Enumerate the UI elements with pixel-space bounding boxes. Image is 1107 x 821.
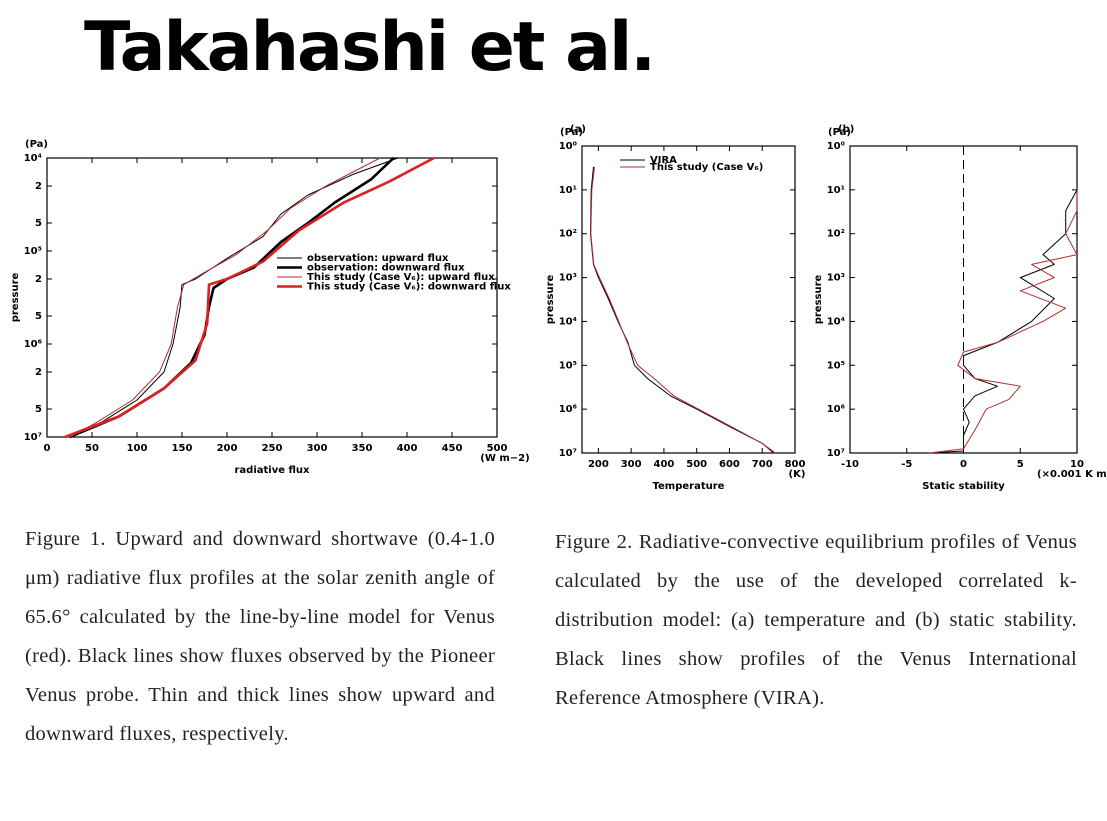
y-tick-label: 5 — [35, 218, 42, 229]
plot-frame — [581, 145, 796, 454]
x-axis-label: Static stability — [922, 481, 1005, 492]
y-tick-label: 10⁰ — [827, 141, 845, 152]
x-unit: (K) — [789, 469, 806, 480]
data-line — [590, 166, 775, 454]
y-unit: (Pa) — [560, 127, 583, 138]
x-tick-label: 200 — [217, 443, 238, 454]
y-unit: (Pa) — [25, 139, 48, 150]
y-tick-label: 10⁴ — [827, 316, 845, 327]
x-tick-label: 600 — [719, 459, 740, 470]
caption: Figure 1. Upward and downward shortwave … — [25, 528, 495, 745]
y-unit: (Pa) — [828, 127, 851, 138]
x-tick-label: 400 — [653, 459, 674, 470]
y-tick-label: 10² — [559, 229, 577, 240]
x-tick-label: 350 — [352, 443, 373, 454]
legend-label: This study (Case V₆) — [650, 162, 763, 173]
x-tick-label: 150 — [172, 443, 193, 454]
y-tick-label: 10¹ — [827, 185, 845, 196]
legend-label: observation: downward flux — [307, 263, 465, 274]
x-tick-label: 500 — [686, 459, 707, 470]
y-tick-label: 10⁶ — [559, 404, 577, 415]
x-tick-label: 200 — [588, 459, 609, 470]
x-tick-label: 400 — [397, 443, 418, 454]
x-tick-label: 0 — [44, 443, 51, 454]
y-tick-label: 10³ — [559, 273, 577, 284]
y-tick-label: 10¹ — [559, 185, 577, 196]
legend-label: This study (Case V₆): downward flux — [307, 282, 511, 293]
panel-label: (a) — [570, 124, 586, 135]
x-tick-label: 300 — [307, 443, 328, 454]
y-tick-label: 5 — [35, 404, 42, 415]
data-line — [929, 189, 1078, 454]
x-tick-label: 50 — [85, 443, 99, 454]
x-unit: (×0.001 K m⁻¹) — [1037, 469, 1107, 480]
y-tick-label: 10⁷ — [559, 448, 577, 459]
x-axis-label: radiative flux — [235, 465, 311, 476]
y-axis-label: pressure — [10, 272, 21, 322]
legend-label: observation: upward flux — [307, 253, 449, 264]
y-tick-label: 10⁶ — [827, 404, 845, 415]
data-line — [69, 157, 395, 439]
x-unit: (W m−2) — [480, 453, 529, 464]
y-tick-label: 5 — [35, 311, 42, 322]
caption: Figure 2. Radiative-convective equilibri… — [555, 531, 1077, 709]
x-tick-label: 0 — [960, 459, 967, 470]
y-tick-label: 10⁵ — [827, 360, 845, 371]
y-tick-label: 10⁶ — [24, 339, 42, 350]
data-line — [929, 189, 1078, 454]
y-tick-label: 10⁷ — [827, 448, 845, 459]
panel-label: (b) — [838, 124, 854, 135]
y-tick-label: 10² — [827, 229, 845, 240]
x-tick-label: -10 — [841, 459, 859, 470]
x-tick-label: 100 — [127, 443, 148, 454]
legend-label: VIRA — [650, 155, 677, 166]
y-tick-label: 2 — [35, 181, 42, 192]
y-tick-label: 10⁰ — [559, 141, 577, 152]
x-tick-label: 10 — [1070, 459, 1084, 470]
x-tick-label: 300 — [621, 459, 642, 470]
y-tick-label: 2 — [35, 367, 42, 378]
plot-frame — [46, 157, 498, 438]
x-tick-label: 700 — [752, 459, 773, 470]
y-axis-label: pressure — [545, 274, 556, 324]
x-axis-label: Temperature — [653, 481, 725, 492]
x-tick-label: 5 — [1017, 459, 1024, 470]
data-line — [590, 166, 776, 454]
y-tick-label: 10⁵ — [559, 360, 577, 371]
x-tick-label: 500 — [487, 443, 508, 454]
x-tick-label: 450 — [442, 443, 463, 454]
y-tick-label: 10⁴ — [559, 316, 577, 327]
y-tick-label: 2 — [35, 274, 42, 285]
slide-title: Takahashi et al. — [84, 8, 656, 87]
x-tick-label: -5 — [901, 459, 912, 470]
y-tick-label: 10⁵ — [24, 246, 42, 257]
x-tick-label: 800 — [785, 459, 806, 470]
x-tick-label: 250 — [262, 443, 283, 454]
y-tick-label: 10⁴ — [24, 153, 42, 164]
y-tick-label: 10⁷ — [24, 432, 42, 443]
y-axis-label: pressure — [813, 274, 824, 324]
y-tick-label: 10³ — [827, 273, 845, 284]
legend-label: This study (Case V₆): upward flux — [307, 272, 495, 283]
data-line — [69, 157, 381, 438]
data-line — [64, 156, 435, 439]
